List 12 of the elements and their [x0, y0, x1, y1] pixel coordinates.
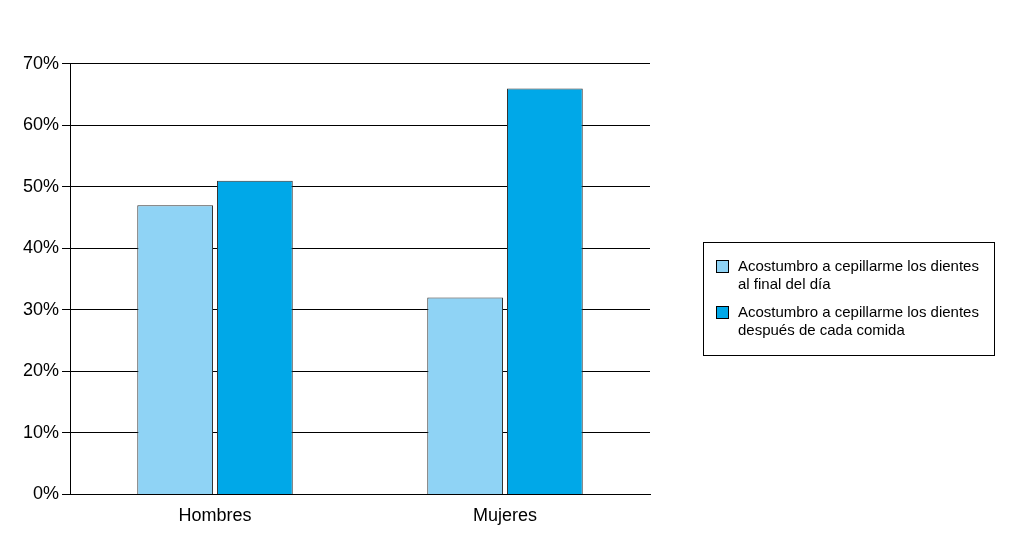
x-tick-label: Mujeres	[472, 505, 538, 526]
x-tick-label: Hombres	[178, 505, 252, 526]
legend-label: Acostumbro a cepillarme los dientes después de cada comida	[738, 303, 980, 339]
y-tick-label: 20%	[23, 360, 60, 381]
y-tick-label: 70%	[23, 52, 60, 73]
y-tick-label: 40%	[23, 237, 60, 258]
legend-label: Acostumbro a cepillarme los dientes al final del día	[738, 257, 980, 293]
y-tick-label: 60%	[23, 114, 60, 135]
y-tick-label: 30%	[23, 298, 60, 319]
y-tick-label: 10%	[23, 421, 60, 442]
y-tick-label: 50%	[23, 175, 60, 196]
y-tick-label: 0%	[33, 483, 60, 504]
